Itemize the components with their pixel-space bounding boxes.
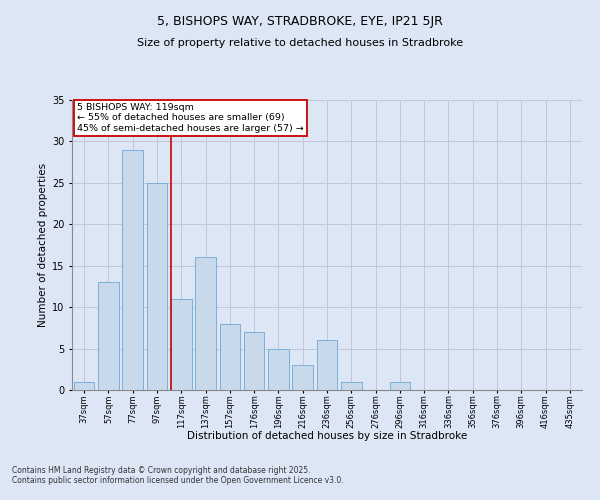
Bar (74, 382, 94, 390)
Y-axis label: Number of detached properties: Number of detached properties (38, 163, 47, 327)
Bar (244, 332, 265, 390)
Bar (146, 183, 167, 390)
Bar (220, 324, 240, 390)
Bar (317, 340, 337, 390)
Text: 5 BISHOPS WAY: 119sqm
← 55% of detached houses are smaller (69)
45% of semi-deta: 5 BISHOPS WAY: 119sqm ← 55% of detached … (77, 103, 304, 132)
Bar (98, 282, 119, 390)
Bar (389, 382, 410, 390)
Bar (122, 150, 143, 390)
Bar (292, 365, 313, 390)
Text: Size of property relative to detached houses in Stradbroke: Size of property relative to detached ho… (137, 38, 463, 48)
Text: Contains HM Land Registry data © Crown copyright and database right 2025.
Contai: Contains HM Land Registry data © Crown c… (12, 466, 344, 485)
Bar (171, 299, 191, 390)
X-axis label: Distribution of detached houses by size in Stradbroke: Distribution of detached houses by size … (187, 431, 467, 441)
Bar (268, 348, 289, 390)
Bar (195, 258, 216, 390)
Bar (341, 382, 362, 390)
Text: 5, BISHOPS WAY, STRADBROKE, EYE, IP21 5JR: 5, BISHOPS WAY, STRADBROKE, EYE, IP21 5J… (157, 15, 443, 28)
